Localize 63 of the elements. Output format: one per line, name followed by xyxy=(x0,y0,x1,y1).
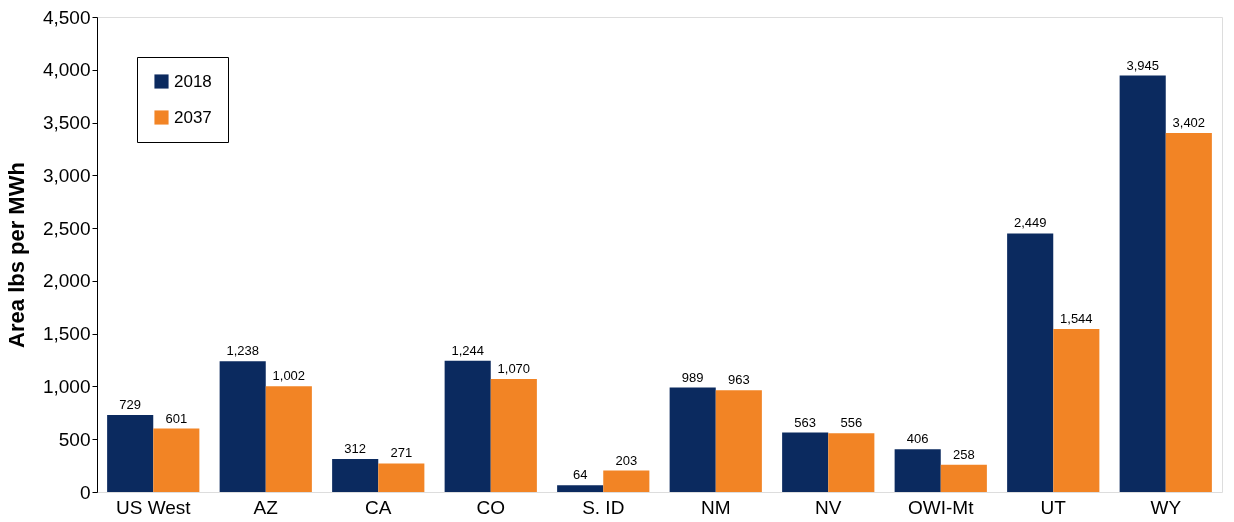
bar xyxy=(940,464,987,492)
x-tick-label: OWI-Mt xyxy=(908,496,975,518)
bar xyxy=(669,387,716,492)
x-tick-label: CA xyxy=(365,496,392,518)
bar xyxy=(828,433,875,492)
bar xyxy=(265,386,312,492)
legend-label: 2018 xyxy=(174,71,212,91)
bar xyxy=(557,485,604,492)
data-label: 963 xyxy=(727,372,750,388)
y-tick-label: 500 xyxy=(58,428,91,450)
bar xyxy=(1119,75,1166,492)
bar xyxy=(1165,132,1212,492)
data-label: 2,449 xyxy=(1013,215,1047,231)
data-label: 64 xyxy=(572,467,588,483)
bar xyxy=(1007,233,1054,492)
data-label: 729 xyxy=(119,397,142,413)
y-tick-label: 3,000 xyxy=(42,164,91,186)
data-label: 1,544 xyxy=(1060,311,1093,327)
data-label: 406 xyxy=(906,431,929,447)
y-tick-label: 2,500 xyxy=(42,217,91,239)
data-label: 601 xyxy=(165,410,188,426)
bar xyxy=(894,449,941,492)
data-label: 1,244 xyxy=(451,342,484,358)
y-tick-label: 1,500 xyxy=(42,323,91,345)
x-tick-label: NM xyxy=(700,496,731,518)
bar xyxy=(378,463,425,492)
data-label: 3,402 xyxy=(1172,114,1206,130)
y-tick-label: 0 xyxy=(79,481,91,503)
data-label: 271 xyxy=(390,445,413,461)
x-tick-label: WY xyxy=(1150,496,1182,518)
bar xyxy=(153,428,200,492)
data-label: 1,002 xyxy=(272,368,306,384)
data-label: 258 xyxy=(952,446,975,462)
bar xyxy=(332,459,379,492)
y-tick-label: 3,500 xyxy=(42,112,91,134)
bar xyxy=(490,379,537,492)
y-axis-title: Area lbs per MWh xyxy=(3,162,29,348)
x-tick-label: AZ xyxy=(253,496,279,518)
data-label: 312 xyxy=(344,441,367,457)
x-tick-label: US West xyxy=(115,496,192,518)
bar xyxy=(782,432,829,492)
bar xyxy=(715,390,762,492)
data-label: 1,238 xyxy=(226,343,259,359)
bar xyxy=(603,470,650,492)
data-label: 203 xyxy=(615,452,638,468)
bar xyxy=(1053,329,1100,492)
x-tick-label: S. ID xyxy=(582,496,625,518)
bar xyxy=(444,360,491,492)
y-tick-label: 4,500 xyxy=(42,6,91,28)
data-label: 556 xyxy=(840,415,863,431)
data-label: 1,070 xyxy=(497,361,531,377)
y-tick-label: 1,000 xyxy=(42,375,91,397)
y-tick-label: 2,000 xyxy=(42,270,91,292)
data-label: 563 xyxy=(794,414,817,430)
x-tick-label: CO xyxy=(476,496,505,518)
legend-label: 2037 xyxy=(174,107,212,127)
x-tick-label: UT xyxy=(1040,496,1067,518)
bar xyxy=(107,415,154,492)
bar xyxy=(219,361,266,492)
data-label: 989 xyxy=(681,369,704,385)
x-tick-label: NV xyxy=(815,496,842,518)
y-tick-label: 4,000 xyxy=(42,59,91,81)
data-label: 3,945 xyxy=(1126,57,1159,73)
